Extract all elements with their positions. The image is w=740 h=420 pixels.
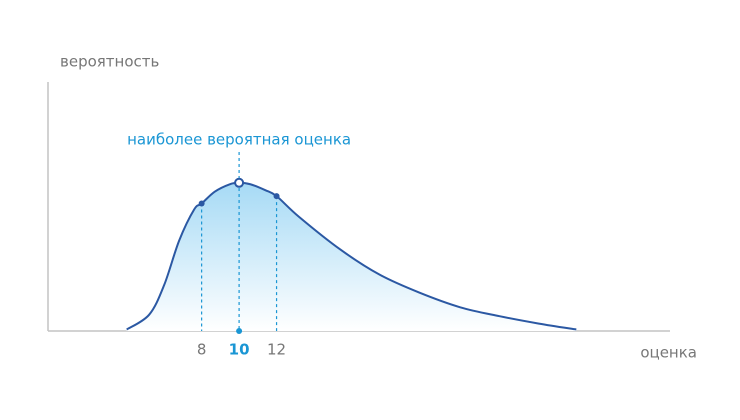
- curve: [126, 181, 577, 331]
- axis-dot: [236, 328, 243, 334]
- y-axis-label: вероятность: [60, 53, 159, 71]
- x-tick-label: 12: [267, 341, 286, 359]
- mode-point: [234, 177, 245, 188]
- x-tick-label: 8: [197, 341, 207, 359]
- point: [198, 200, 205, 207]
- annotation: наиболее вероятная оценка: [127, 131, 351, 149]
- x-tick-label: 10: [229, 341, 250, 359]
- point: [273, 193, 280, 200]
- x-axis-label: оценка: [640, 344, 697, 362]
